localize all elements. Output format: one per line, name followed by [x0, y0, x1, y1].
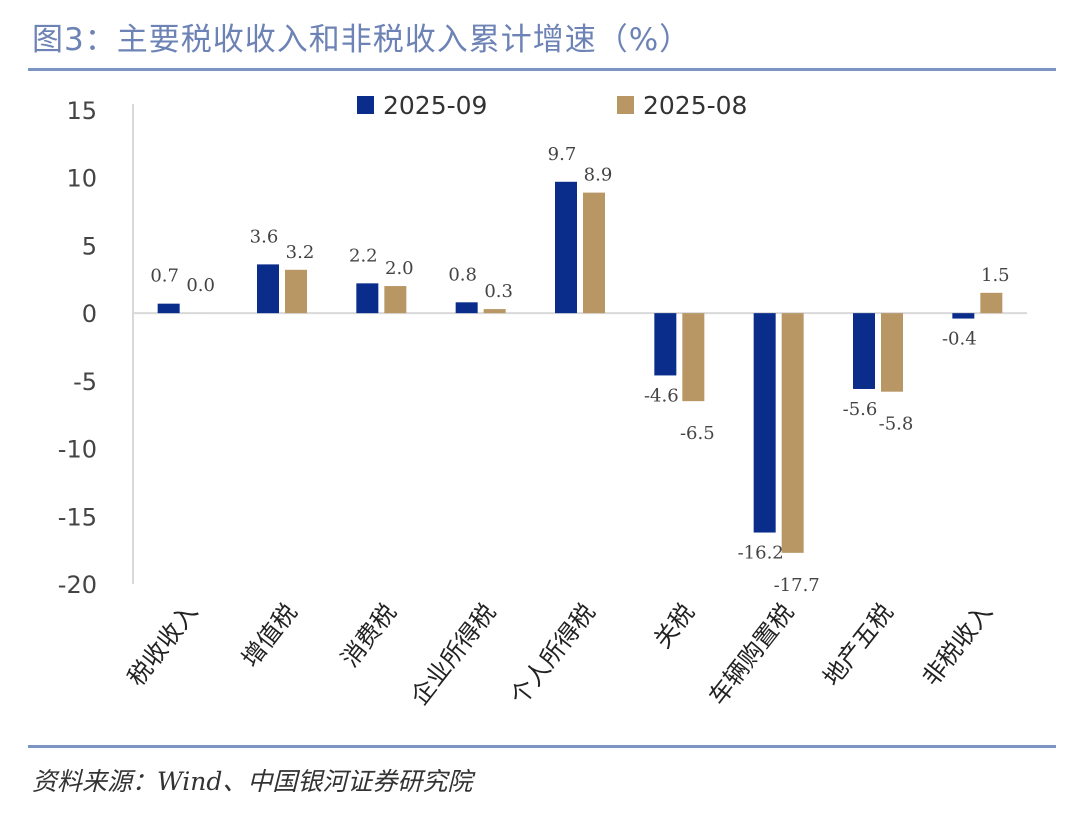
- bar-2025-08-车辆购置税: [781, 313, 804, 553]
- bar-2025-08-消费税: [384, 286, 407, 314]
- bar-2025-08-企业所得税: [483, 309, 506, 314]
- category-label: 非税收入: [917, 598, 998, 691]
- category-label: 地产五税: [818, 598, 899, 691]
- bar-2025-09-地产五税: [853, 313, 875, 389]
- y-axis: 15 10 5 0 -5 -10 -15 -20: [58, 97, 1027, 599]
- bar-2025-09-非税收入: [952, 313, 975, 319]
- y-tick-label: 0: [82, 300, 97, 328]
- data-label: -17.7: [774, 575, 820, 596]
- data-label: 2.2: [349, 245, 378, 266]
- data-label: 0.0: [186, 275, 215, 296]
- data-label: -4.6: [644, 385, 679, 406]
- data-label: 3.6: [250, 226, 279, 247]
- y-tick-label: 15: [66, 97, 97, 125]
- legend-swatch: [357, 96, 374, 114]
- data-label: -0.4: [942, 329, 977, 350]
- data-label: 9.7: [548, 144, 577, 165]
- bar-2025-09-增值税: [257, 264, 279, 314]
- category-labels-group: 税收收入 增值税 消费税 企业所得税 个人所得税 关税 车辆购置税 地产五税 非税收入: [122, 598, 998, 710]
- category-label: 增值税: [236, 598, 302, 672]
- data-label: 0.8: [448, 264, 477, 285]
- bar-2025-08-地产五税: [881, 313, 903, 392]
- bar-2025-09-消费税: [356, 283, 379, 314]
- legend-swatch: [617, 96, 634, 114]
- bar-2025-09-税收收入: [157, 303, 180, 314]
- data-label: -5.6: [843, 399, 878, 420]
- data-label: 2.0: [385, 258, 414, 279]
- bar-2025-09-个人所得税: [555, 181, 577, 314]
- bar-2025-09-车辆购置税: [753, 313, 776, 533]
- bar-2025-09-关税: [654, 313, 677, 376]
- data-label: -6.5: [680, 423, 715, 444]
- category-label: 个人所得税: [505, 598, 601, 710]
- legend-label: 2025-08: [643, 91, 747, 120]
- y-tick-label: 5: [82, 232, 97, 260]
- y-tick-label: -5: [73, 368, 97, 396]
- data-label: -16.2: [738, 543, 784, 564]
- category-label: 关税: [648, 598, 700, 653]
- y-tick-label: -15: [58, 503, 97, 531]
- data-label: -5.8: [879, 414, 914, 435]
- figure-title: 图3：主要税收收入和非税收入累计增速（%）: [32, 22, 692, 58]
- bar-2025-08-非税收入: [980, 292, 1003, 314]
- source-note: 资料来源：Wind、中国银河证券研究院: [32, 767, 473, 796]
- bar-2025-08-个人所得税: [583, 192, 605, 314]
- data-label: 8.9: [584, 165, 613, 186]
- bars-group: [157, 181, 1003, 553]
- data-label: 0.3: [484, 281, 513, 302]
- category-label: 车辆购置税: [703, 598, 799, 710]
- bar-2025-08-关税: [682, 313, 705, 402]
- category-label: 消费税: [336, 598, 402, 672]
- title-divider: [28, 68, 1056, 71]
- legend-label: 2025-09: [383, 91, 487, 120]
- y-tick-label: -20: [58, 571, 97, 599]
- data-labels-group: 0.7 0.0 3.6 3.2 2.2 2.0 0.8 0.3 9.7 8.9 -4.6-6.5 -1…: [150, 144, 1009, 596]
- data-label: 0.7: [150, 266, 179, 287]
- bar-2025-09-企业所得税: [455, 302, 478, 314]
- category-label: 企业所得税: [405, 598, 501, 710]
- y-tick-label: 10: [66, 165, 97, 193]
- legend: 2025-09 2025-08: [357, 91, 747, 120]
- data-label: 1.5: [981, 265, 1010, 286]
- y-tick-label: -10: [58, 436, 97, 464]
- category-label: 税收收入: [122, 598, 203, 691]
- footer-divider: [28, 745, 1056, 748]
- bar-2025-08-增值税: [285, 269, 307, 314]
- data-label: 3.2: [286, 242, 315, 263]
